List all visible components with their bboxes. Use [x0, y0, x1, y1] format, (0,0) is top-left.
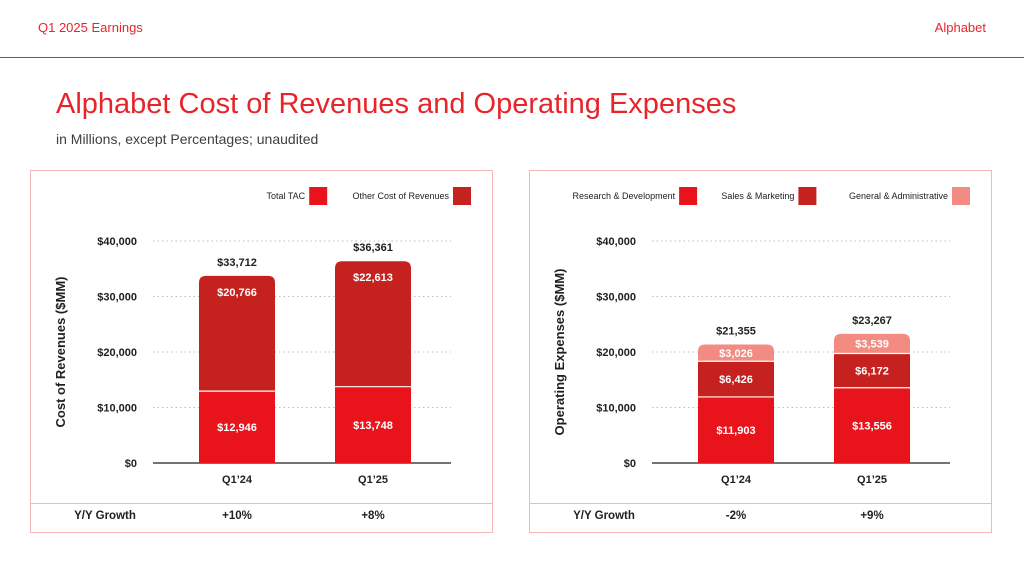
data-label-general-administrative: $3,026 [719, 348, 753, 360]
cost-of-revenues-chart: $0 $10,000 $20,000 $30,000 $40,000 Cost of Re… [53, 187, 471, 486]
y-tick-label: $30,000 [97, 292, 137, 304]
legend-label-sales-marketing: Sales & Marketing [721, 191, 794, 201]
header-company-name: Alphabet [934, 20, 986, 35]
y-tick-label: $20,000 [97, 347, 137, 359]
data-label-sales-marketing: $6,426 [719, 374, 753, 386]
legend-swatch-sales-marketing [798, 187, 817, 205]
total-label: $36,361 [353, 242, 393, 254]
bar-segment-total-tac [199, 391, 275, 463]
x-category-label: Q1’24 [222, 474, 253, 486]
legend-label-general-administrative: General & Administrative [849, 191, 948, 201]
x-category-label: Q1’25 [857, 474, 887, 486]
bar-segment-other-cost-of-revenues [335, 261, 411, 387]
data-label-research-development: $11,903 [716, 425, 755, 437]
x-category-label: Q1’25 [358, 474, 388, 486]
y-tick-label: $30,000 [596, 292, 636, 304]
x-category-label: Q1’24 [721, 474, 752, 486]
y-tick-label: $10,000 [97, 403, 137, 415]
operating-expenses-chart: $0 $10,000 $20,000 $30,000 $40,000 Operating … [552, 187, 970, 486]
legend-label-total-tac: Total TAC [267, 191, 306, 201]
total-label: $23,267 [852, 315, 892, 327]
bar-segment-total-tac [335, 386, 411, 463]
data-label-total-tac: $13,748 [353, 420, 393, 432]
yy-growth-row: Y/Y Growth +10% +8% [31, 503, 492, 532]
y-tick-label: $10,000 [596, 403, 636, 415]
header-report-name: Q1 2025 Earnings [38, 20, 143, 35]
data-label-other-cost-of-revenues: $20,766 [217, 287, 257, 299]
header-divider [0, 57, 1024, 58]
yy-growth-q1-24: +10% [222, 510, 252, 522]
data-label-general-administrative: $3,539 [855, 339, 889, 351]
y-tick-label: $40,000 [596, 236, 636, 248]
y-tick-label: $0 [624, 458, 636, 470]
yy-growth-row: Y/Y Growth -2% +9% [530, 503, 991, 532]
yy-growth-q1-25: +9% [860, 510, 884, 522]
y-tick-label: $0 [125, 458, 137, 470]
bar-segment-general-administrative [698, 344, 774, 362]
page-subtitle: in Millions, except Percentages; unaudit… [56, 131, 319, 147]
y-tick-label: $40,000 [97, 236, 137, 248]
page-title: Alphabet Cost of Revenues and Operating … [56, 88, 737, 120]
total-label: $21,355 [716, 325, 756, 337]
yy-growth-label: Y/Y Growth [74, 510, 136, 522]
data-label-total-tac: $12,946 [217, 422, 257, 434]
y-axis-title: Operating Expenses ($MM) [552, 269, 567, 436]
data-label-research-development: $13,556 [852, 420, 892, 432]
legend-swatch-other-cost-of-revenues [453, 187, 471, 205]
bar-segment-sales-marketing [698, 361, 774, 397]
bar-segment-sales-marketing [834, 353, 910, 388]
bar-segment-research-development [834, 387, 910, 463]
operating-expenses-panel: $0 $10,000 $20,000 $30,000 $40,000 Operating … [529, 170, 992, 533]
yy-growth-label: Y/Y Growth [573, 510, 635, 522]
bar-segment-general-administrative [834, 333, 910, 354]
y-axis-title: Cost of Revenues ($MM) [53, 277, 68, 428]
legend-swatch-research-development [679, 187, 698, 205]
legend-swatch-general-administrative [952, 187, 970, 205]
cost-of-revenues-panel: $0 $10,000 $20,000 $30,000 $40,000 Cost of Re… [30, 170, 493, 533]
bar-segment-research-development [698, 396, 774, 463]
legend-label-research-development: Research & Development [573, 191, 676, 201]
total-label: $33,712 [217, 257, 257, 269]
data-label-other-cost-of-revenues: $22,613 [353, 272, 393, 284]
data-label-sales-marketing: $6,172 [855, 366, 889, 378]
legend-swatch-total-tac [309, 187, 328, 205]
y-tick-label: $20,000 [596, 347, 636, 359]
yy-growth-q1-25: +8% [361, 510, 385, 522]
legend-label-other-cost-of-revenues: Other Cost of Revenues [352, 191, 449, 201]
yy-growth-q1-24: -2% [725, 510, 747, 522]
bar-segment-other-cost-of-revenues [199, 275, 275, 392]
